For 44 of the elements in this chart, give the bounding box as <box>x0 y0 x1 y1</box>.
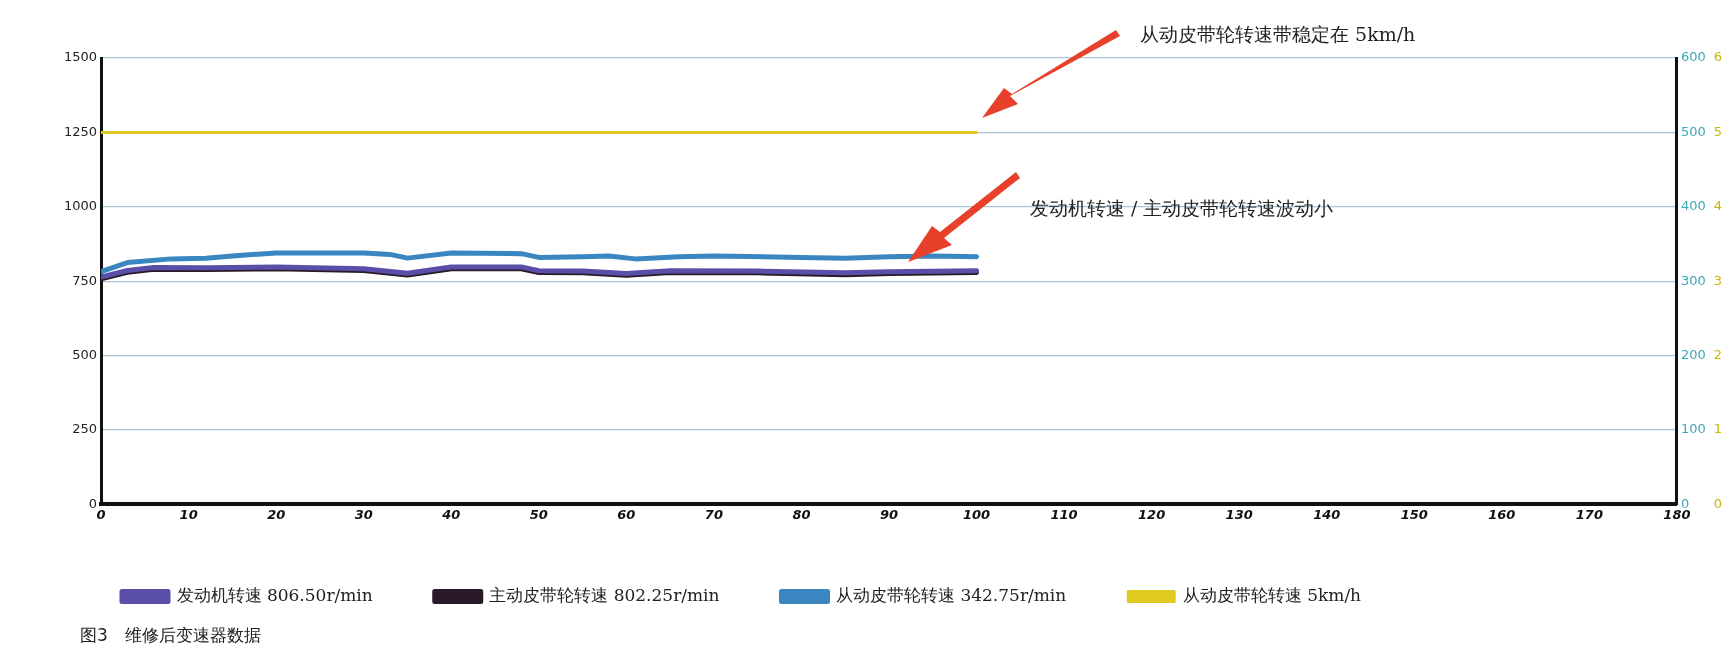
x-tick-label: 80 <box>792 506 811 522</box>
y-tick-label: 750 <box>72 272 98 288</box>
y-tick-label: 1500 <box>63 49 98 65</box>
y-tick-label: 1000 <box>63 198 98 214</box>
legend-label: 从动皮带轮转速 342.75r/min <box>835 584 1067 605</box>
x-tick-label: 100 <box>962 506 991 522</box>
y-tick-label: 0 <box>88 495 98 511</box>
y3-tick-label: 5 <box>1713 123 1723 139</box>
text: 从动皮带轮转速带稳定在 5km/h <box>1140 22 1416 47</box>
annotation: 发动机转速 / 主动皮带轮转速波动小 <box>1030 196 1334 221</box>
x-tick-label: 150 <box>1400 506 1428 522</box>
x-tick-label: 70 <box>704 506 723 522</box>
legend-label: 从动皮带轮转速 5km/h <box>1182 584 1362 605</box>
x-tick-label: 10 <box>179 506 198 522</box>
y3-tick-label: 1 <box>1713 421 1723 437</box>
x-tick-label: 160 <box>1488 506 1516 522</box>
y-tick-label: 500 <box>72 346 98 362</box>
x-tick-label: 120 <box>1138 506 1166 522</box>
y3-tick-label: 6 <box>1713 49 1723 65</box>
y-tick-label: 250 <box>72 421 98 437</box>
y3-tick-label: 4 <box>1713 198 1723 214</box>
x-tick-label: 40 <box>441 506 461 522</box>
legend-label: 主动皮带轮转速 802.25r/min <box>489 584 720 605</box>
x-tick-label: 130 <box>1225 506 1253 522</box>
y3-tick-label: 3 <box>1713 272 1723 288</box>
y2-tick-label: 100 <box>1680 421 1706 437</box>
x-tick-label: 30 <box>354 506 373 522</box>
x-tick-label: 140 <box>1313 506 1341 522</box>
y2-tick-label: 300 <box>1680 272 1706 288</box>
y2-tick-label: 400 <box>1680 198 1706 214</box>
x-tick-label: 90 <box>879 506 899 522</box>
y2-tick-label: 200 <box>1680 346 1706 362</box>
x-tick-label: 170 <box>1575 506 1603 522</box>
caption: 图3 维修后变速器数据 <box>80 624 261 647</box>
y3-tick-label: 2 <box>1713 346 1723 362</box>
y3-tick-label: 0 <box>1713 495 1723 511</box>
legend-label: 发动机转速 806.50r/min <box>176 584 373 605</box>
x-tick-label: 60 <box>617 506 636 522</box>
y2-tick-label: 500 <box>1680 123 1706 139</box>
y2-tick-label: 600 <box>1680 49 1706 65</box>
y-tick-label: 1250 <box>63 123 98 139</box>
x-tick-label: 50 <box>529 506 548 522</box>
x-tick-label: 20 <box>267 506 286 522</box>
x-tick-label: 110 <box>1050 506 1078 522</box>
